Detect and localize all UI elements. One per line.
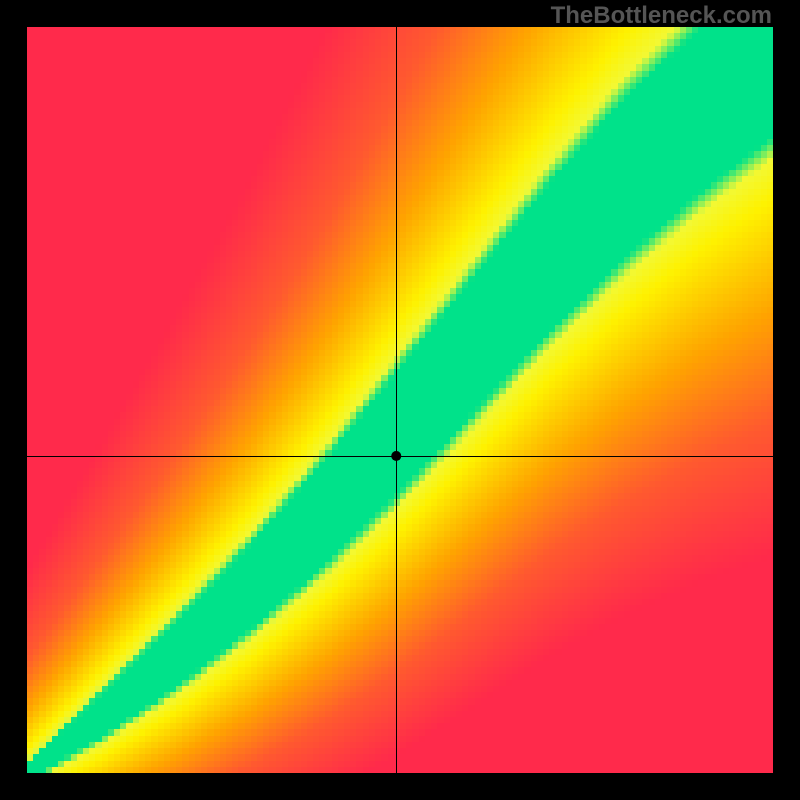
chart-container: TheBottleneck.com: [0, 0, 800, 800]
watermark-text: TheBottleneck.com: [551, 2, 772, 30]
bottleneck-heatmap: [27, 27, 773, 773]
